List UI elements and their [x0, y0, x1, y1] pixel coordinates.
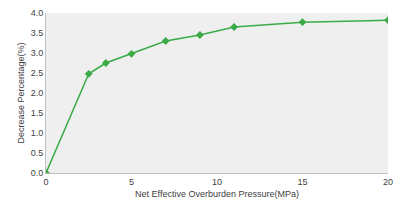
svg-text:0.5: 0.5	[31, 148, 44, 158]
svg-text:3.0: 3.0	[31, 48, 44, 58]
svg-text:0.0: 0.0	[31, 168, 44, 178]
svg-text:1.0: 1.0	[31, 128, 44, 138]
svg-text:1.5: 1.5	[31, 108, 44, 118]
svg-text:2.0: 2.0	[31, 88, 44, 98]
svg-text:Net Effective Overburden Press: Net Effective Overburden Pressure(MPa)	[135, 189, 299, 199]
svg-text:15: 15	[297, 177, 307, 187]
svg-text:Decrease Percentage(%): Decrease Percentage(%)	[16, 42, 26, 143]
svg-text:0: 0	[43, 177, 48, 187]
svg-text:3.5: 3.5	[31, 28, 44, 38]
svg-text:20: 20	[383, 177, 393, 187]
svg-text:10: 10	[212, 177, 222, 187]
svg-text:5: 5	[129, 177, 134, 187]
svg-text:4.0: 4.0	[31, 8, 44, 18]
svg-text:2.5: 2.5	[31, 68, 44, 78]
